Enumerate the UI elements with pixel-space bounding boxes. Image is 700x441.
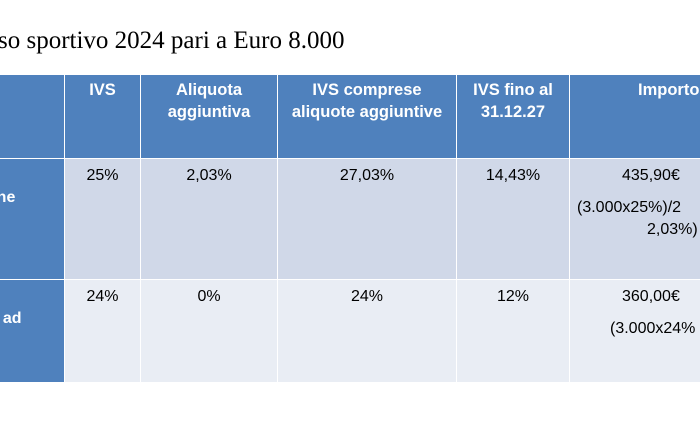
row-label: re one ad (0, 279, 65, 383)
header-aliquota-line2: aggiuntiva (167, 103, 251, 121)
header-ivs-comprese-line2: aliquote aggiuntive (291, 103, 443, 121)
row-label: re izione sa (0, 158, 65, 280)
header-ivs-fino-line2: 31.12.27 (480, 103, 546, 121)
row-label-line1: re (0, 165, 36, 187)
cell-ivs-fino: 12% (456, 279, 570, 383)
header-ivs-comprese-line1: IVS comprese (312, 81, 422, 99)
header-aliquota-aggiuntiva: Aliquota aggiuntiva (140, 74, 278, 159)
header-label-column (0, 74, 65, 159)
row-label-line2: one ad (0, 310, 22, 327)
table-row: re one ad 24% 0% 24% 12% 360,00€ (3.000x… (0, 279, 700, 383)
contribution-table: IVS Aliquota aggiuntiva IVS comprese ali… (0, 74, 700, 383)
header-aliquota-line1: Aliquota (176, 81, 242, 99)
table-row: re izione sa 25% 2,03% 27,03% 14,43% 435… (0, 158, 700, 280)
header-ivs-text: IVS (89, 81, 116, 99)
importo-formula-line1: (3.000x25%)/2 (577, 199, 682, 216)
header-importo-text: Importo (638, 81, 700, 99)
importo-formula-line1: (3.000x24% (610, 320, 696, 337)
header-ivs-fino-line1: IVS fino al (473, 81, 553, 99)
header-ivs-fino: IVS fino al 31.12.27 (456, 74, 570, 159)
header-ivs: IVS (64, 74, 141, 159)
table-header-row: IVS Aliquota aggiuntiva IVS comprese ali… (0, 74, 700, 159)
importo-value: 360,00€ (622, 288, 680, 305)
cell-aliquota: 0% (140, 279, 278, 383)
importo-formula-line2: 2,03%) (647, 221, 698, 238)
header-ivs-comprese: IVS comprese aliquote aggiuntive (277, 74, 457, 159)
cell-importo: 435,90€ (3.000x25%)/2 2,03%) (569, 158, 700, 280)
header-importo: Importo (569, 74, 700, 159)
cell-ivs: 25% (64, 158, 141, 280)
cell-importo: 360,00€ (3.000x24% (569, 279, 700, 383)
cell-ivs: 24% (64, 279, 141, 383)
cell-aliquota: 2,03% (140, 158, 278, 280)
importo-value: 435,90€ (622, 167, 680, 184)
cell-ivs-comprese: 24% (277, 279, 457, 383)
row-label-line2: izione (0, 189, 16, 206)
row-label-line1: re (0, 286, 36, 308)
cell-ivs-comprese: 27,03% (277, 158, 457, 280)
row-label-line3: sa (0, 209, 36, 231)
page-heading: so sportivo 2024 pari a Euro 8.000 (0, 27, 345, 54)
cell-ivs-fino: 14,43% (456, 158, 570, 280)
